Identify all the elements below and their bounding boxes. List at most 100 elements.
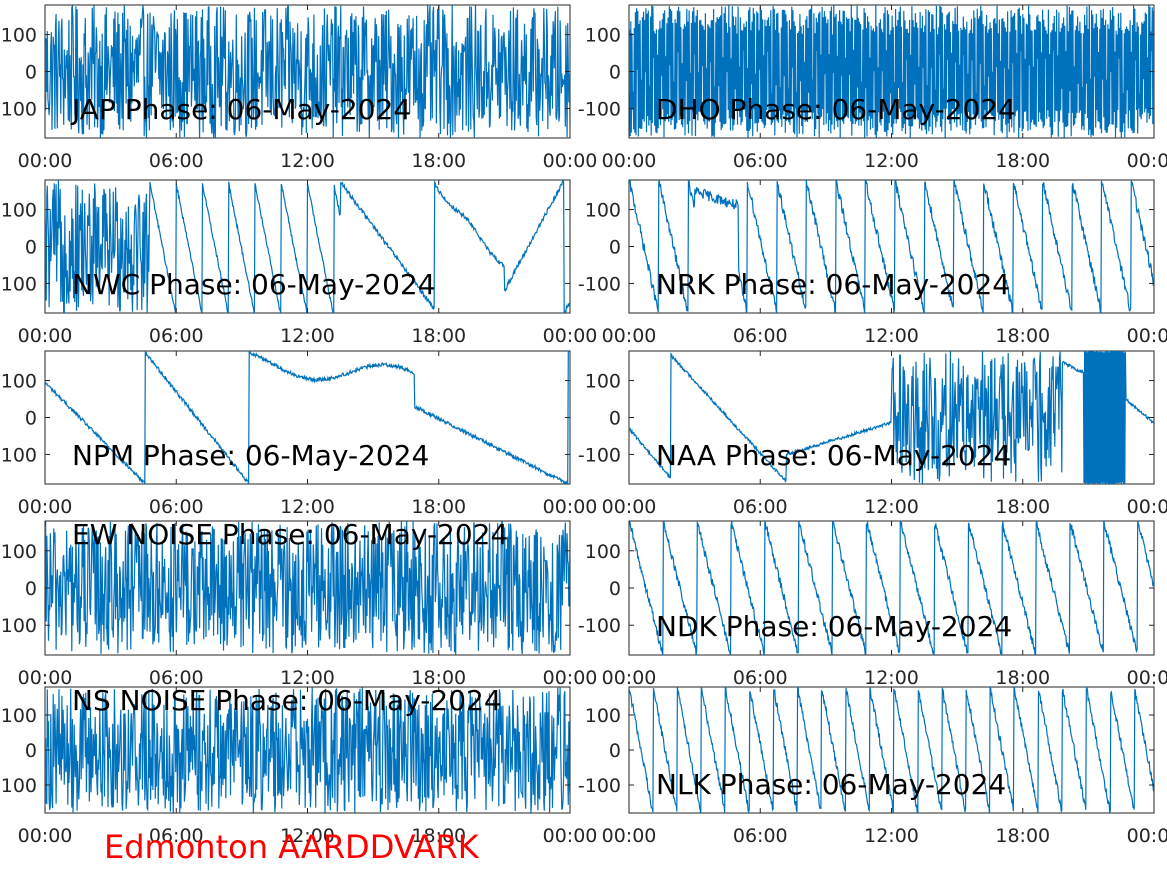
phase-series-line (45, 687, 570, 813)
x-tick-label: 12:00 (280, 325, 335, 347)
x-tick-label: 06:00 (149, 150, 204, 172)
x-tick-label: 18:00 (995, 150, 1050, 172)
phase-panel: 100 0 -100 00:00 06:00 12:00 18:00 00:00 NAA Pha… (578, 350, 1167, 518)
plot-area (628, 520, 1155, 656)
y-tick-label: 0 (609, 408, 621, 430)
x-tick-label: 18:00 (411, 825, 466, 847)
y-tick-label: 0 (25, 237, 37, 259)
y-tick-label: 100 (585, 200, 621, 222)
x-tick-label: 12:00 (864, 825, 919, 847)
x-tick-label: 06:00 (733, 325, 788, 347)
phase-series-line (629, 521, 1154, 655)
x-tick-label: 06:00 (733, 667, 788, 689)
x-tick-label: 00:00 (602, 825, 657, 847)
y-tick-label: 100 (1, 25, 37, 47)
phase-series-line (45, 351, 570, 484)
x-tick-label: 00:00 (1127, 825, 1167, 847)
panel-title: NDK Phase: 06-May-2024 (656, 610, 1012, 643)
panel-title: NS NOISE Phase: 06-May-2024 (72, 684, 502, 717)
panel-title: NPM Phase: 06-May-2024 (72, 439, 429, 472)
y-tick-label: -100 (578, 98, 621, 120)
phase-series-line (629, 351, 1154, 484)
station-label: Edmonton AARDDVARK (104, 828, 479, 866)
phase-panel: 100 0 -100 00:00 06:00 12:00 18:00 00:00 JAP Pha… (0, 4, 598, 172)
y-tick-label: 100 (1, 371, 37, 393)
x-tick-label: 00:00 (602, 325, 657, 347)
x-tick-label: 12:00 (864, 496, 919, 518)
x-tick-label: 12:00 (280, 496, 335, 518)
x-tick-label: 00:00 (1127, 325, 1167, 347)
y-tick-label: -100 (578, 615, 621, 637)
y-tick-label: -100 (0, 98, 37, 120)
x-tick-label: 12:00 (280, 825, 335, 847)
panel-title: EW NOISE Phase: 06-May-2024 (72, 518, 508, 551)
x-tick-label: 00:00 (543, 825, 598, 847)
phase-panel: 100 0 -100 00:00 06:00 12:00 18:00 00:00 NS NOIS… (0, 684, 597, 847)
x-tick-label: 06:00 (733, 496, 788, 518)
y-tick-label: 0 (25, 408, 37, 430)
panel-title: NRK Phase: 06-May-2024 (656, 268, 1010, 301)
y-tick-label: -100 (578, 775, 621, 797)
x-tick-label: 18:00 (995, 496, 1050, 518)
x-tick-label: 06:00 (149, 325, 204, 347)
phase-series-line (629, 180, 1154, 313)
x-tick-label: 00:00 (1127, 150, 1167, 172)
x-tick-label: 12:00 (280, 667, 335, 689)
phase-panel: 100 0 -100 00:00 06:00 12:00 18:00 00:00 NWC Pha… (0, 179, 597, 347)
x-tick-label: 18:00 (411, 496, 466, 518)
x-tick-label: 00:00 (602, 496, 657, 518)
x-tick-label: 00:00 (18, 825, 73, 847)
phase-panel: 100 0 -100 00:00 06:00 12:00 18:00 00:00 NPM Pha… (0, 350, 597, 518)
y-tick-label: -100 (0, 444, 37, 466)
y-tick-label: 0 (609, 578, 621, 600)
phase-series-line (629, 687, 1154, 813)
x-tick-label: 12:00 (864, 325, 919, 347)
x-tick-label: 00:00 (543, 496, 598, 518)
y-tick-label: 0 (25, 740, 37, 762)
x-tick-label: 06:00 (733, 150, 788, 172)
y-tick-label: 100 (585, 25, 621, 47)
y-tick-label: 100 (1, 705, 37, 727)
phase-series-line (45, 5, 570, 138)
panel-title: NLK Phase: 06-May-2024 (656, 768, 1006, 801)
x-tick-label: 18:00 (411, 325, 466, 347)
x-tick-label: 00:00 (1127, 667, 1167, 689)
phase-series-line (45, 521, 570, 655)
y-tick-label: 0 (25, 578, 37, 600)
x-tick-label: 18:00 (411, 150, 466, 172)
phase-panel: 100 0 -100 00:00 06:00 12:00 18:00 00:00 NRK Pha… (578, 179, 1167, 347)
x-tick-label: 00:00 (543, 150, 598, 172)
x-tick-label: 06:00 (149, 825, 204, 847)
x-tick-label: 18:00 (995, 325, 1050, 347)
x-tick-label: 00:00 (602, 667, 657, 689)
x-tick-label: 00:00 (18, 496, 73, 518)
x-tick-label: 06:00 (149, 667, 204, 689)
y-tick-label: -100 (578, 273, 621, 295)
panel-title: DHO Phase: 06-May-2024 (656, 93, 1016, 126)
y-tick-label: 100 (585, 705, 621, 727)
phase-panel: 100 0 -100 00:00 06:00 12:00 18:00 00:00 NDK Pha… (578, 520, 1167, 689)
panel-title: NAA Phase: 06-May-2024 (656, 439, 1011, 472)
phase-panel: 100 0 -100 00:00 06:00 12:00 18:00 00:00 NLK Pha… (578, 686, 1167, 847)
x-tick-label: 00:00 (543, 667, 598, 689)
panel-title: JAP Phase: 06-May-2024 (70, 93, 411, 126)
x-tick-label: 00:00 (1127, 496, 1167, 518)
y-tick-label: 0 (609, 62, 621, 84)
x-tick-label: 00:00 (18, 667, 73, 689)
y-tick-label: 0 (609, 237, 621, 259)
y-tick-label: -100 (578, 444, 621, 466)
phase-panel: 100 0 -100 00:00 06:00 12:00 18:00 00:00 DHO Pha… (578, 4, 1167, 172)
x-tick-label: 18:00 (995, 825, 1050, 847)
y-tick-label: 100 (585, 541, 621, 563)
y-tick-label: 100 (1, 200, 37, 222)
y-tick-label: 100 (1, 541, 37, 563)
x-tick-label: 00:00 (18, 325, 73, 347)
x-tick-label: 00:00 (18, 150, 73, 172)
y-tick-label: 0 (609, 740, 621, 762)
x-tick-label: 18:00 (995, 667, 1050, 689)
plot-area (44, 350, 571, 485)
x-tick-label: 00:00 (602, 150, 657, 172)
x-tick-label: 12:00 (864, 150, 919, 172)
y-tick-label: -100 (0, 775, 37, 797)
